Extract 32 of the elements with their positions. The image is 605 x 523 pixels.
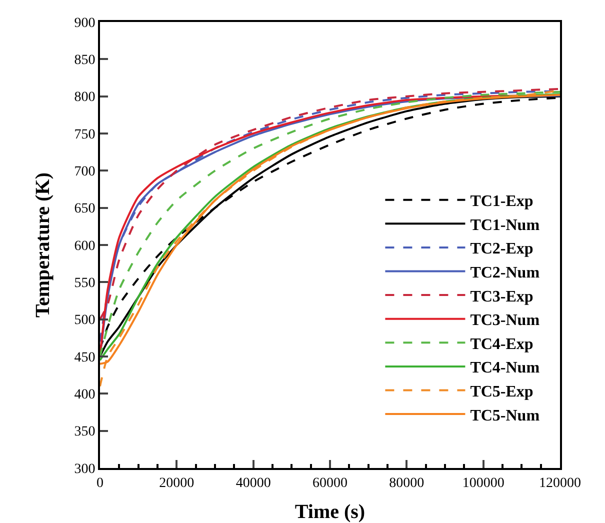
legend-label: TC5-Num	[470, 407, 540, 424]
legend-label: TC3-Exp	[470, 288, 534, 306]
x-tick-label: 60000	[312, 476, 348, 491]
y-axis-title: Temperature (K)	[32, 172, 54, 318]
y-tick-label: 750	[74, 127, 96, 142]
y-tick-label: 900	[74, 16, 96, 31]
y-tick-label: 800	[74, 90, 96, 106]
legend-label: TC4-Exp	[470, 336, 534, 353]
legend-label: TC1-Exp	[470, 193, 534, 210]
y-tick-label: 500	[74, 313, 96, 328]
y-tick-label: 600	[74, 238, 96, 254]
x-tick-label: 100000	[462, 476, 504, 491]
x-tick-label: 20000	[159, 476, 194, 491]
y-tick-label: 450	[74, 350, 96, 366]
x-axis-title: Time (s)	[294, 501, 366, 523]
y-tick-label: 300	[74, 462, 96, 477]
x-tick-label: 120000	[539, 476, 581, 491]
y-tick-label: 550	[74, 276, 96, 292]
legend-label: TC4-Num	[470, 360, 540, 377]
legend-label: TC1-Num	[470, 216, 540, 234]
legend-label: TC2-Exp	[470, 240, 534, 258]
x-tick-label: 40000	[236, 476, 271, 491]
y-tick-label: 650	[74, 202, 96, 217]
x-tick-label: 80000	[389, 476, 424, 491]
y-tick-label: 400	[74, 388, 96, 403]
legend-label: TC5-Exp	[470, 383, 534, 400]
y-tick-label: 350	[74, 424, 96, 440]
legend-label: TC2-Num	[470, 264, 540, 282]
y-tick-label: 700	[74, 164, 96, 180]
legend-label: TC3-Num	[470, 312, 540, 330]
y-tick-label: 850	[74, 53, 96, 68]
x-tick-label: 0	[96, 476, 104, 491]
